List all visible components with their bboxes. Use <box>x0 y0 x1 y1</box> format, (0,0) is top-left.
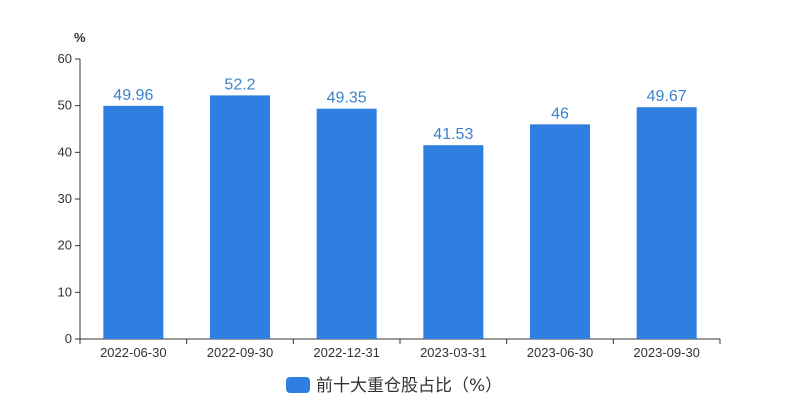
y-tick-label: 40 <box>58 144 72 159</box>
bar-series <box>103 95 697 340</box>
data-labels: 49.96 52.2 49.35 41.53 46 49.67 <box>113 76 686 143</box>
x-axis: 2022-06-30 2022-09-30 2022-12-31 2023-03-31… <box>79 338 721 360</box>
x-tick-label: 2023-06-30 <box>527 345 594 360</box>
x-tick-label: 2022-09-30 <box>207 345 274 360</box>
bar-value-label: 49.67 <box>647 88 687 105</box>
bar[interactable] <box>103 105 164 339</box>
y-tick-label: 50 <box>58 98 72 113</box>
bar[interactable] <box>316 108 377 339</box>
bar[interactable] <box>423 145 484 339</box>
legend-swatch <box>286 377 310 393</box>
bar-value-label: 46 <box>551 105 569 122</box>
bar-value-label: 52.2 <box>224 76 255 93</box>
bar-value-label: 41.53 <box>433 126 473 143</box>
bar[interactable] <box>210 95 270 340</box>
bar[interactable] <box>636 107 697 339</box>
bar[interactable] <box>530 124 590 339</box>
y-axis-unit-label: % <box>74 30 86 45</box>
legend[interactable]: 前十大重仓股占比（%） <box>286 376 502 396</box>
y-tick-label: 60 <box>58 51 72 66</box>
x-tick-label: 2023-09-30 <box>633 345 700 360</box>
bar-value-label: 49.96 <box>113 87 153 104</box>
x-tick-label: 2023-03-31 <box>420 345 487 360</box>
legend-label: 前十大重仓股占比（%） <box>316 376 502 396</box>
bar-value-label: 49.35 <box>327 90 367 107</box>
y-tick-label: 0 <box>65 331 72 346</box>
x-tick-label: 2022-12-31 <box>313 345 380 360</box>
y-tick-label: 20 <box>58 238 72 253</box>
y-tick-label: 10 <box>58 284 72 299</box>
x-tick-label: 2022-06-30 <box>100 345 167 360</box>
y-tick-label: 30 <box>58 191 72 206</box>
y-axis: 0 10 20 30 40 50 60 <box>58 51 81 346</box>
